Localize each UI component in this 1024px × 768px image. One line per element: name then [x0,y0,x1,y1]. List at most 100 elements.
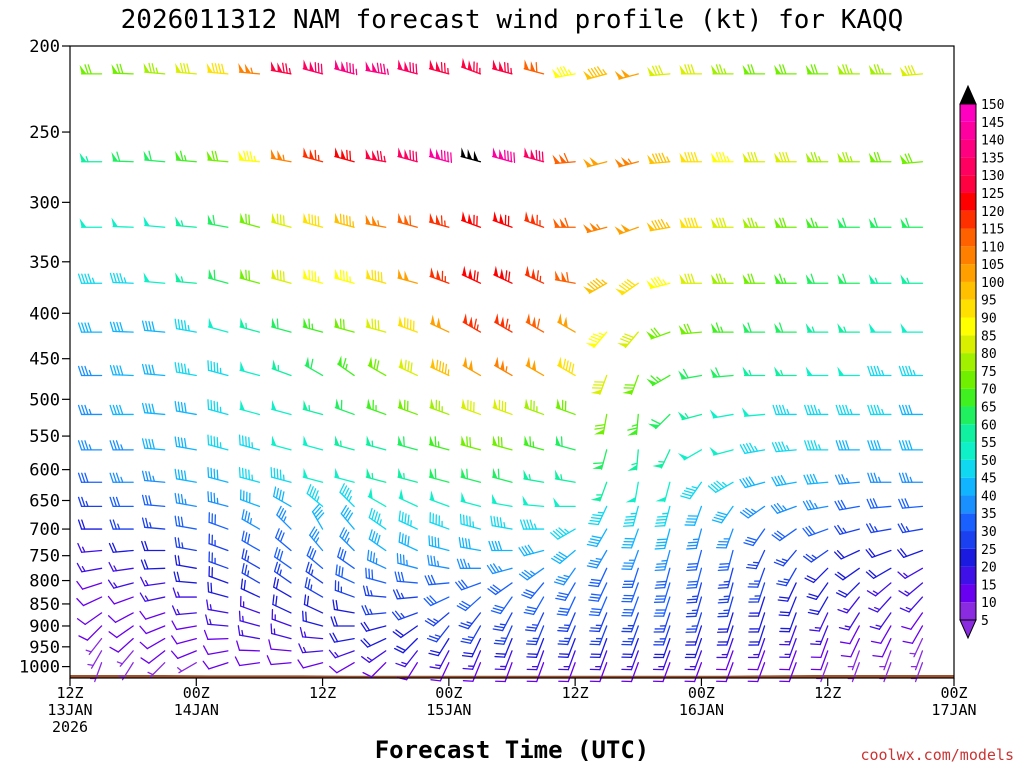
wind-barb [238,63,261,75]
colorbar-segment [960,317,976,336]
wind-barb [684,505,703,526]
x-tick-label: 00Z [688,684,715,702]
wind-barb [270,149,292,163]
terrain-surface [70,674,954,678]
wind-barb [241,563,261,584]
wind-barb [140,650,166,664]
wind-barb [207,434,229,451]
wind-barb [334,317,355,333]
wind-barb [271,317,292,333]
wind-barb [621,596,639,617]
wind-barb [898,498,924,509]
wind-barb [234,656,261,667]
wind-barb [739,476,766,489]
wind-barb [116,650,134,667]
wind-barb [394,571,418,584]
wind-barb [302,610,324,627]
wind-barb [583,157,608,168]
wind-barb [430,358,450,377]
wind-barb [588,582,608,602]
wind-barb [365,214,387,228]
wind-barb [141,320,166,333]
wind-barb [898,440,924,451]
wind-barb [79,152,103,163]
colorbar-tick-label: 140 [981,134,1004,149]
colorbar-segment [960,495,976,514]
y-tick-label: 500 [29,390,60,410]
wind-barb [583,222,608,234]
y-tick-label: 700 [29,520,60,540]
colorbar: 5 10 15 20 25 30 35 40 45 50 55 60 65 70 75 80 85 90 95 100… [959,84,1004,640]
x-tick-label: 2026 [52,718,88,736]
wind-barb [553,567,576,586]
colorbar-segment [960,139,976,158]
wind-barb [654,505,671,527]
colorbar-tick-label: 90 [981,312,997,327]
wind-barb [109,472,134,483]
wind-barb [428,147,453,164]
wind-barb [238,434,261,451]
wind-barb [867,472,892,483]
wind-barb [428,59,450,75]
wind-barb [865,548,892,558]
wind-barb [76,562,103,573]
colorbar-tick-label: 55 [981,436,997,451]
wind-barb [748,596,766,617]
wind-barb [238,466,261,483]
wind-barb [711,505,734,524]
wind-barb [239,595,261,614]
wind-barb [865,522,892,534]
wind-barb [557,625,576,646]
wind-barb [272,594,292,614]
colorbar-tick-label: 125 [981,187,1004,202]
wind-barb [678,368,703,380]
wind-barb [897,548,924,558]
wind-barb [553,497,576,508]
wind-barb [523,596,545,616]
wind-barb [428,637,450,657]
colorbar-segment [960,566,976,585]
wind-barb [837,152,860,163]
wind-barb [177,662,197,674]
x-tick-label: 12Z [562,684,589,702]
wind-barb [837,366,860,377]
wind-barb [557,356,576,377]
wind-barb [462,650,482,670]
wind-barb [709,446,734,456]
wind-barb [686,528,703,550]
wind-barb [555,435,576,451]
wind-barb [621,625,639,646]
wind-barb [685,625,703,646]
wind-barb [646,327,671,340]
wind-barb [647,152,671,165]
wind-barb [779,637,797,659]
wind-barb [809,612,829,632]
wind-barb [397,268,418,284]
wind-barb [304,356,324,377]
wind-barb [460,57,482,75]
wind-barb [271,400,292,416]
wind-barb [271,435,292,451]
wind-barb [208,512,229,530]
wind-barb [902,625,924,644]
wind-barb [492,467,513,483]
colorbar-tick-label: 60 [981,418,997,433]
wind-barb [107,595,134,605]
wind-barb [143,62,166,75]
wind-barb [589,662,608,683]
wind-barb [621,528,639,549]
wind-barb [900,323,924,333]
wind-barb [268,639,292,652]
wind-barb [585,331,608,349]
wind-barb [802,525,829,537]
wind-barb [524,265,545,284]
colorbar-segment [960,299,976,318]
wind-barb [456,558,482,569]
wind-barb [870,625,892,644]
wind-barb [742,64,766,75]
wind-barb [709,409,734,419]
wind-barb [207,360,229,377]
wind-barb [774,366,797,377]
y-tick-label: 400 [29,304,60,324]
wind-barb [424,574,450,586]
